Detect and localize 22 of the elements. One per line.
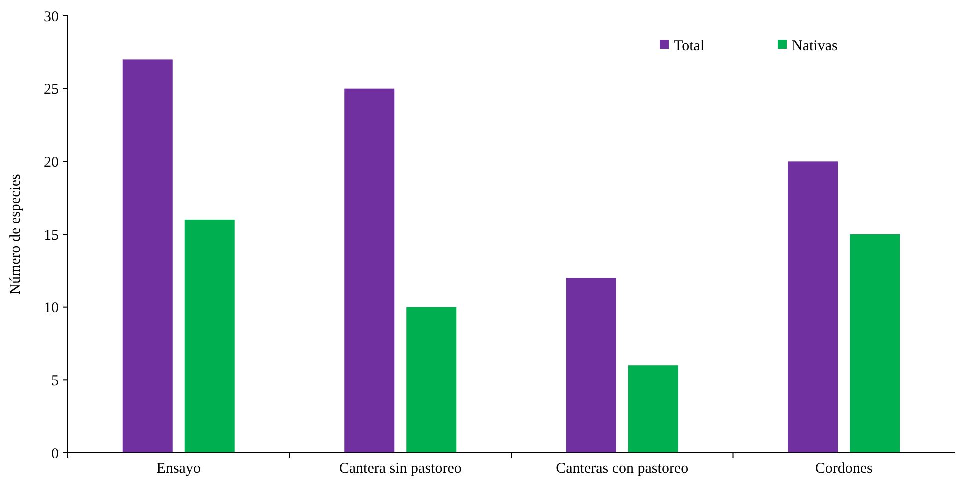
bar <box>788 162 838 453</box>
y-tick-label: 0 <box>52 446 59 462</box>
x-tick-label: Ensayo <box>156 461 201 477</box>
y-tick-label: 25 <box>44 82 59 98</box>
legend-label: Nativas <box>792 38 838 54</box>
x-tick-label: Cordones <box>815 461 874 477</box>
bar <box>850 234 900 453</box>
y-tick-label: 15 <box>44 228 59 244</box>
legend-label: Total <box>674 38 705 54</box>
y-tick-label: 5 <box>52 373 59 390</box>
bar <box>184 220 235 453</box>
y-tick-label: 20 <box>44 154 59 171</box>
y-axis-title: Número de especies <box>8 174 24 295</box>
bar <box>628 366 678 453</box>
bar <box>122 60 173 453</box>
x-tick-label: Cantera sin pastoreo <box>339 461 462 477</box>
x-tick-label: Canteras con pastoreo <box>556 461 689 477</box>
bar <box>566 278 616 453</box>
y-tick-label: 30 <box>44 9 59 26</box>
bar <box>344 88 395 453</box>
y-tick-label: 10 <box>44 300 59 317</box>
bar <box>406 307 457 453</box>
